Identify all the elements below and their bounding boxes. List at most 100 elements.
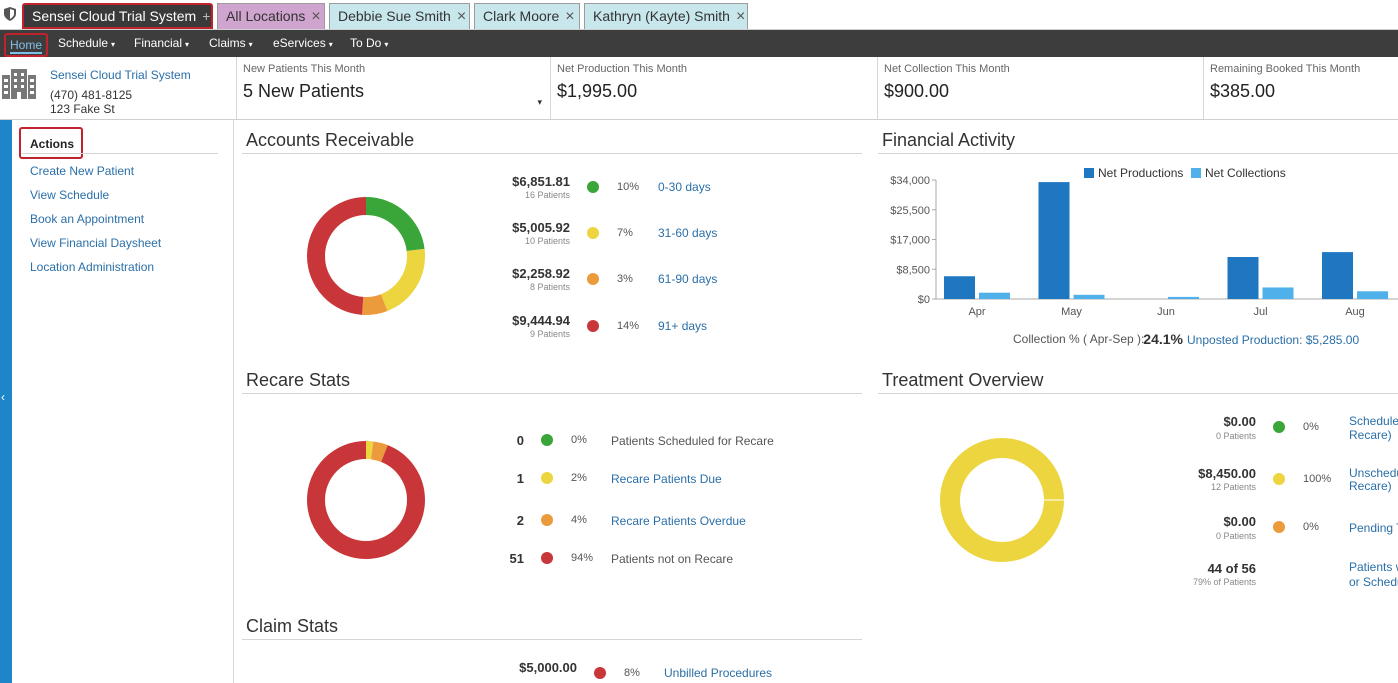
- recare-percent: 4%: [571, 514, 587, 526]
- treatment-amount: $0.00: [1223, 414, 1256, 429]
- recare-stats-donut: [307, 441, 425, 559]
- bar-net-productions-aug[interactable]: [1322, 252, 1353, 299]
- financial-activity-chart: Net Productions Net Collections $0 $8,500 $1…: [890, 166, 1398, 318]
- recare-donut-segment-red: [307, 441, 425, 559]
- action-create-new-patient[interactable]: Create New Patient: [30, 164, 135, 178]
- ar-amount: $6,851.81: [512, 174, 570, 189]
- x-tick-label: May: [1061, 306, 1082, 318]
- status-dot-green: [587, 181, 599, 193]
- close-icon[interactable]: ×: [456, 8, 467, 25]
- treatment-link-patients[interactable]: Patients w: [1349, 560, 1398, 574]
- ar-link-0-30-days[interactable]: 0-30 days: [658, 180, 711, 194]
- nav-home[interactable]: Home: [4, 33, 48, 57]
- tab-label: All Locations: [226, 8, 306, 24]
- practice-name-link[interactable]: Sensei Cloud Trial System: [50, 68, 191, 82]
- action-location-administration[interactable]: Location Administration: [30, 260, 155, 274]
- tab-sensei-cloud-trial-system[interactable]: Sensei Cloud Trial System +: [22, 3, 213, 29]
- divider: [242, 639, 862, 640]
- tab-kathryn-smith[interactable]: Kathryn (Kayte) Smith ×: [584, 3, 748, 29]
- y-tick-label: $8,500: [896, 264, 930, 276]
- ar-donut-segment-orange: [307, 197, 425, 315]
- x-tick-label: Aug: [1345, 306, 1365, 318]
- stat-new-patients[interactable]: New Patients This Month 5 New Patients ▾: [236, 57, 550, 119]
- stat-label: Net Production This Month: [557, 63, 688, 75]
- nav-eservices[interactable]: eServices ▾: [273, 30, 333, 57]
- claim-link-unbilled-procedures[interactable]: Unbilled Procedures: [664, 666, 773, 680]
- ar-percent: 14%: [617, 320, 640, 332]
- y-tick-label: $17,000: [890, 235, 930, 247]
- nav-schedule[interactable]: Schedule ▾: [58, 30, 115, 57]
- bar-net-productions-may[interactable]: [1038, 182, 1070, 299]
- chevron-down-icon: ▾: [248, 40, 253, 49]
- recare-count: 51: [509, 551, 524, 566]
- recare-count: 1: [516, 471, 524, 486]
- ar-percent: 7%: [617, 227, 633, 239]
- bar-net-productions-apr[interactable]: [944, 276, 975, 299]
- bar-net-collections-apr[interactable]: [979, 292, 1010, 299]
- close-icon[interactable]: ×: [311, 8, 321, 25]
- divider: [242, 153, 862, 154]
- status-dot-red: [594, 667, 606, 679]
- add-tab-icon[interactable]: +: [202, 8, 211, 24]
- bar-net-collections-jun[interactable]: [1168, 296, 1199, 299]
- bar-net-collections-jul[interactable]: [1262, 287, 1294, 299]
- bar-net-collections-aug[interactable]: [1357, 291, 1388, 299]
- divider: [878, 393, 1398, 394]
- tab-clark-moore[interactable]: Clark Moore ×: [474, 3, 580, 29]
- ar-patients: 10 Patients: [524, 236, 570, 246]
- status-dot-orange: [541, 514, 553, 526]
- treatment-overview-donut: [940, 438, 1064, 562]
- ar-link-31-60-days[interactable]: 31-60 days: [658, 226, 718, 240]
- ar-donut-segment-red: [307, 197, 425, 315]
- stat-net-production: Net Production This Month $1,995.00: [550, 57, 877, 119]
- nav-home-label: Home: [9, 38, 42, 54]
- nav-todo[interactable]: To Do ▾: [350, 30, 388, 57]
- recare-percent: 0%: [571, 434, 587, 446]
- chevron-down-icon[interactable]: ▾: [537, 97, 542, 107]
- nav-label: To Do: [350, 36, 382, 50]
- recare-percent: 94%: [571, 552, 594, 564]
- chevron-down-icon: ▾: [111, 40, 116, 49]
- collection-percent-label: Collection % ( Apr-Sep ):: [1013, 332, 1145, 346]
- treatment-percent: 100%: [1303, 473, 1332, 485]
- accounts-receivable-donut: [307, 197, 425, 315]
- treatment-link-scheduled[interactable]: Schedule: [1349, 414, 1398, 428]
- stat-label: New Patients This Month: [243, 63, 366, 75]
- practice-summary: Sensei Cloud Trial System (470) 481-8125…: [0, 57, 1398, 120]
- status-dot-orange: [587, 273, 599, 285]
- close-icon[interactable]: ×: [735, 8, 746, 25]
- status-dot-green: [541, 434, 553, 446]
- divider: [22, 153, 218, 154]
- sidebar-collapse-rail[interactable]: ‹: [0, 120, 12, 683]
- nav-claims[interactable]: Claims ▾: [209, 30, 253, 57]
- status-dot-green: [1273, 421, 1285, 433]
- action-view-schedule[interactable]: View Schedule: [30, 188, 110, 202]
- bar-net-collections-may[interactable]: [1073, 294, 1105, 299]
- tab-all-locations[interactable]: All Locations ×: [217, 3, 325, 29]
- recare-link-patients-due[interactable]: Recare Patients Due: [611, 472, 722, 486]
- action-view-financial-daysheet[interactable]: View Financial Daysheet: [30, 236, 162, 250]
- chevron-left-icon[interactable]: ‹: [1, 390, 5, 404]
- treatment-link-scheduled-line2[interactable]: Recare): [1349, 428, 1392, 442]
- treatment-link-unscheduled[interactable]: Unschedu: [1349, 466, 1398, 480]
- nav-label: Claims: [209, 36, 246, 50]
- nav-financial[interactable]: Financial ▾: [134, 30, 189, 57]
- close-icon[interactable]: ×: [565, 8, 575, 25]
- recare-link-patients-overdue[interactable]: Recare Patients Overdue: [611, 514, 746, 528]
- treatment-link-unscheduled-line2[interactable]: Recare): [1349, 479, 1392, 493]
- stat-value: $1,995.00: [557, 81, 638, 101]
- action-book-appointment[interactable]: Book an Appointment: [30, 212, 145, 226]
- ar-amount: $5,005.92: [512, 220, 570, 235]
- bar-net-productions-jul[interactable]: [1227, 257, 1259, 299]
- ar-link-61-90-days[interactable]: 61-90 days: [658, 272, 718, 286]
- ar-link-91-plus-days[interactable]: 91+ days: [658, 319, 708, 333]
- collection-percent-value: 24.1%: [1143, 331, 1183, 347]
- status-dot-yellow: [541, 472, 553, 484]
- building-icon: [2, 69, 36, 99]
- treatment-link-patients-line2[interactable]: or Schedu: [1349, 575, 1398, 589]
- tab-debbie-sue-smith[interactable]: Debbie Sue Smith ×: [329, 3, 470, 29]
- treatment-link-pending[interactable]: Pending T: [1349, 521, 1398, 535]
- treatment-overview-title: Treatment Overview: [882, 370, 1044, 390]
- nav-label: Schedule: [58, 36, 109, 50]
- chevron-down-icon: ▾: [328, 40, 333, 49]
